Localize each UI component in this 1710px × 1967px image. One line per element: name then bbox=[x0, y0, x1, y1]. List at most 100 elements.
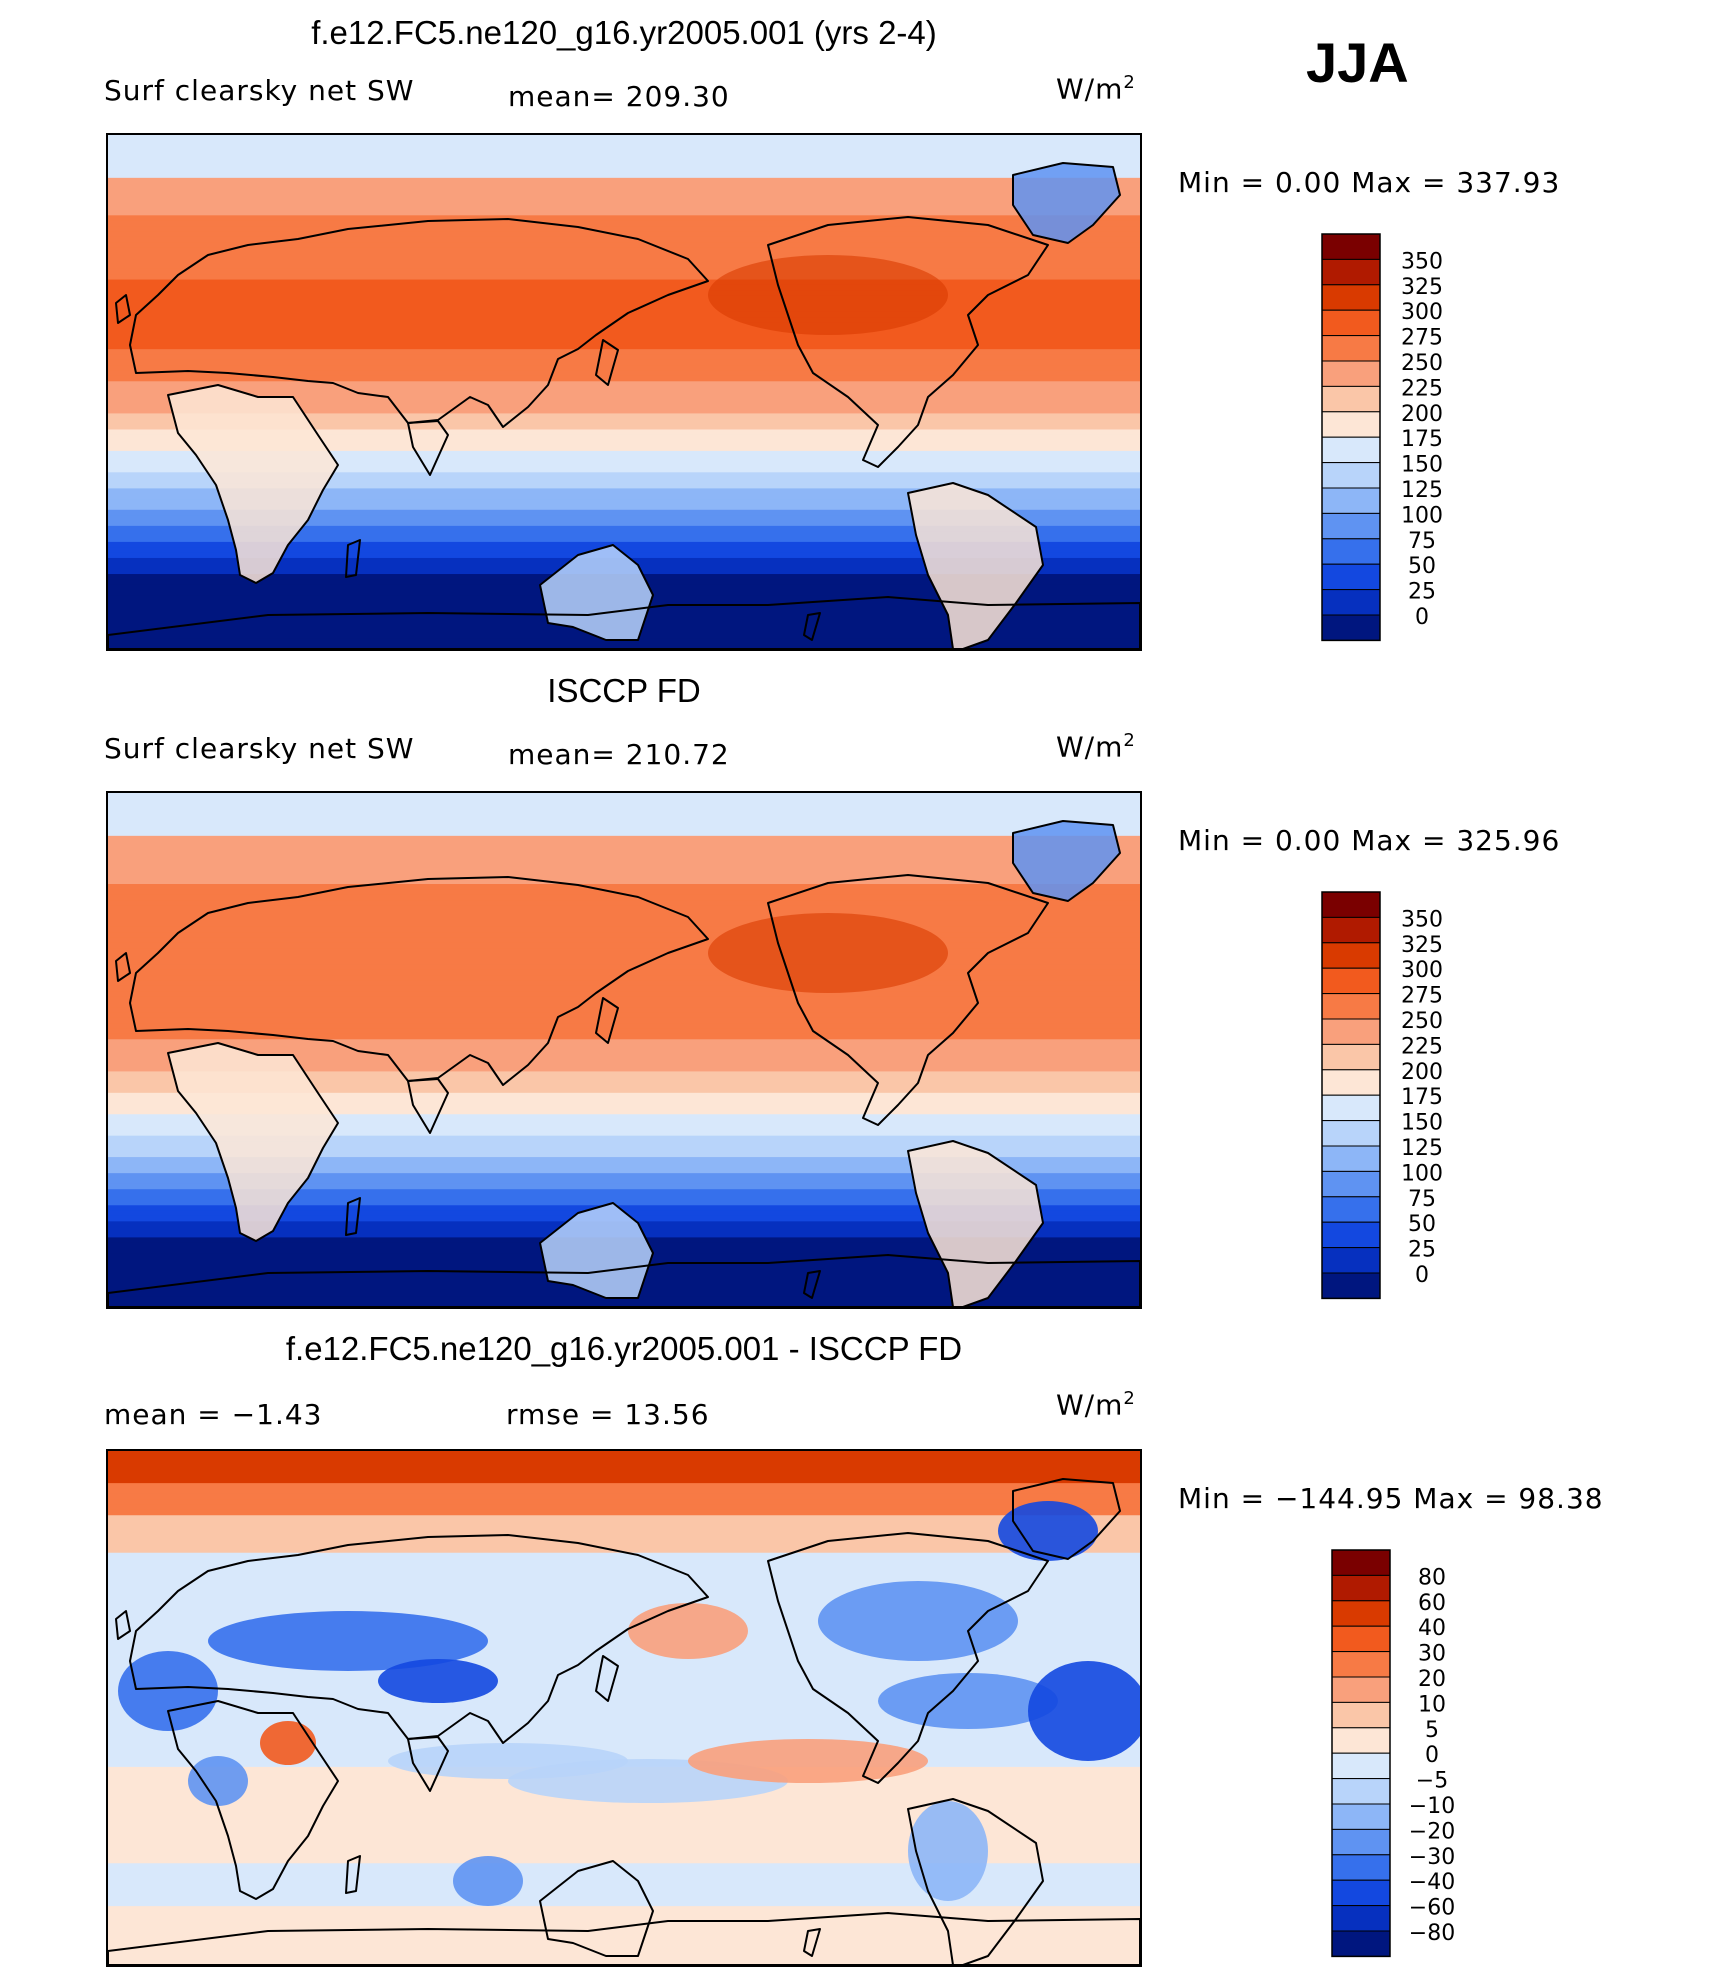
field-band bbox=[108, 953, 1140, 960]
field-band bbox=[108, 1895, 1140, 1902]
field-band bbox=[108, 1932, 1140, 1940]
field-band bbox=[108, 809, 1140, 816]
field-band bbox=[108, 814, 1140, 821]
colorbar-tick-label: 5 bbox=[1425, 1718, 1439, 1743]
field-band bbox=[108, 819, 1140, 827]
colorbar-swatch bbox=[1331, 1778, 1391, 1805]
colorbar-swatch bbox=[1331, 1752, 1391, 1780]
field-band bbox=[108, 1740, 1140, 1747]
panel-1-minmax: Min = 0.00 Max = 337.93 bbox=[1178, 166, 1561, 199]
field-band bbox=[108, 434, 1140, 442]
field-band bbox=[108, 183, 1140, 190]
field-band bbox=[108, 1868, 1140, 1875]
field-band bbox=[108, 1568, 1140, 1576]
difference-anomaly bbox=[998, 1501, 1098, 1561]
field-band bbox=[108, 215, 1140, 222]
field-band bbox=[108, 209, 1140, 217]
panel-3-title: f.e12.FC5.ne120_g16.yr2005.001 - ISCCP F… bbox=[285, 1330, 963, 1367]
field-band bbox=[108, 1563, 1140, 1570]
field-band bbox=[108, 140, 1140, 147]
field-band bbox=[108, 1071, 1140, 1078]
field-band bbox=[108, 541, 1140, 549]
difference-anomaly bbox=[628, 1603, 748, 1659]
field-band bbox=[108, 1033, 1140, 1041]
field-band bbox=[108, 1954, 1140, 1961]
field-band bbox=[108, 1135, 1140, 1143]
field-band bbox=[108, 862, 1140, 869]
panel-1-title: f.e12.FC5.ne120_g16.yr2005.001 (yrs 2-4) bbox=[311, 14, 937, 51]
field-band bbox=[108, 343, 1140, 351]
colorbar-tick-label: 225 bbox=[1401, 376, 1443, 401]
colorbar-swatch bbox=[1321, 360, 1381, 387]
coastline-greenland bbox=[1012, 820, 1121, 902]
field-band bbox=[108, 996, 1140, 1003]
field-band bbox=[108, 889, 1140, 896]
field-band bbox=[108, 418, 1140, 426]
field-band bbox=[108, 1531, 1140, 1538]
field-band bbox=[108, 1852, 1140, 1859]
colorbar-tick-label: 80 bbox=[1418, 1565, 1446, 1590]
colorbar-swatch bbox=[1321, 1272, 1381, 1299]
field-band bbox=[108, 1488, 1140, 1495]
field-band bbox=[108, 145, 1140, 153]
colorbar-frame bbox=[1331, 1549, 1391, 1958]
field-band bbox=[108, 1542, 1140, 1549]
field-band bbox=[108, 1141, 1140, 1148]
field-band bbox=[108, 1189, 1140, 1196]
field-band bbox=[108, 1023, 1140, 1030]
land-field bbox=[168, 385, 338, 583]
panel-3-rmse-label: rmse = 13.56 bbox=[506, 1398, 710, 1431]
colorbar-tick-label: 50 bbox=[1408, 1212, 1436, 1237]
field-band bbox=[108, 397, 1140, 404]
panel-2-map-field bbox=[108, 793, 1140, 1307]
field-band bbox=[108, 354, 1140, 361]
colorbar-tick-label: 100 bbox=[1401, 503, 1443, 528]
coastline-india bbox=[407, 420, 449, 476]
panel-1-map bbox=[106, 133, 1142, 651]
field-band bbox=[108, 525, 1140, 533]
coastline-nz bbox=[803, 1270, 821, 1299]
field-band bbox=[108, 1729, 1140, 1736]
colorbar-tick-label: −40 bbox=[1409, 1870, 1455, 1895]
field-band bbox=[108, 1595, 1140, 1602]
coastline-australia bbox=[539, 1202, 654, 1299]
panel-3-minmax: Min = −144.95 Max = 98.38 bbox=[1178, 1482, 1604, 1515]
field-band bbox=[108, 867, 1140, 875]
field-band bbox=[108, 252, 1140, 260]
field-band bbox=[108, 1906, 1140, 1913]
field-band bbox=[108, 916, 1140, 923]
land-field bbox=[168, 1043, 338, 1241]
colorbar-swatch bbox=[1321, 916, 1381, 944]
field-band bbox=[108, 386, 1140, 393]
field-band bbox=[108, 1574, 1140, 1581]
field-band bbox=[108, 1675, 1140, 1683]
field-band bbox=[108, 1050, 1140, 1057]
colorbar-tick-label: 250 bbox=[1401, 1009, 1443, 1034]
field-band bbox=[108, 236, 1140, 244]
colorbar-tick-label: 10 bbox=[1418, 1692, 1446, 1717]
field-band bbox=[108, 333, 1140, 340]
field-band bbox=[108, 1082, 1140, 1089]
season-label: JJA bbox=[1306, 31, 1409, 94]
colorbar-tick-label: 225 bbox=[1401, 1034, 1443, 1059]
colorbar-swatch bbox=[1331, 1651, 1391, 1678]
field-band bbox=[108, 857, 1140, 864]
field-band bbox=[108, 1509, 1140, 1517]
land-field bbox=[540, 545, 653, 640]
field-band bbox=[108, 440, 1140, 447]
colorbar-tick-label: 275 bbox=[1401, 984, 1443, 1009]
panel-1-map-field bbox=[108, 135, 1140, 649]
colorbar-tick-label: 200 bbox=[1401, 402, 1443, 427]
colorbar-swatch bbox=[1331, 1727, 1391, 1754]
field-band bbox=[108, 284, 1140, 292]
colorbar-tick-label: 0 bbox=[1425, 1743, 1439, 1768]
land-field bbox=[908, 483, 1043, 649]
difference-anomaly bbox=[1028, 1661, 1140, 1761]
field-band bbox=[108, 937, 1140, 944]
land-field bbox=[908, 1141, 1043, 1307]
field-band bbox=[108, 1911, 1140, 1918]
field-band bbox=[108, 359, 1140, 367]
coastline-antarctica bbox=[108, 1254, 1140, 1307]
colorbar-swatch bbox=[1331, 1828, 1391, 1856]
